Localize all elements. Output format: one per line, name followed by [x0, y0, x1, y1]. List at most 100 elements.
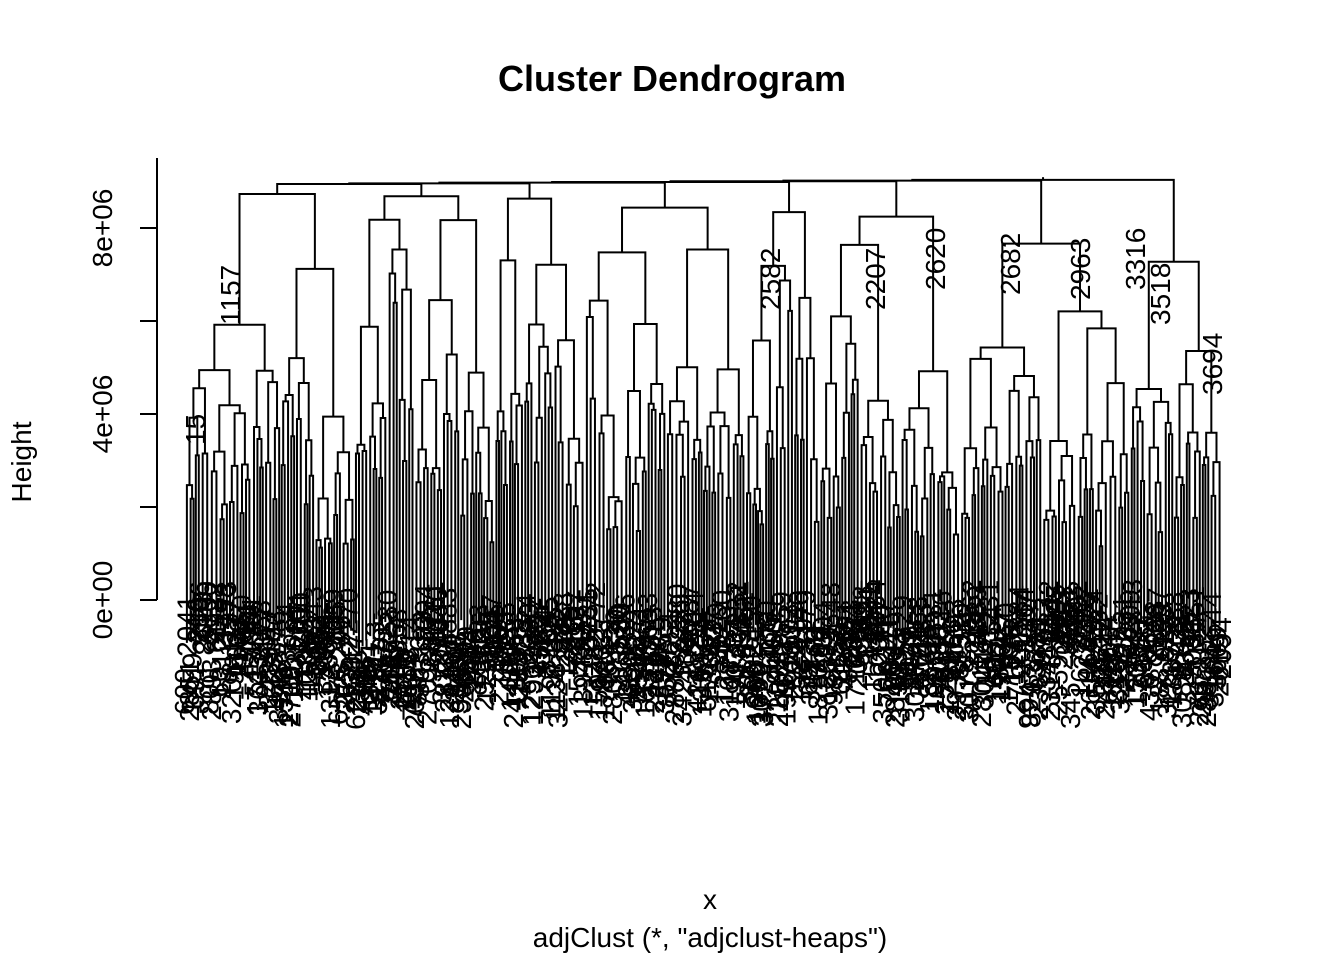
dendrogram-branch [1136, 420, 1144, 646]
y-tick-label: 8e+06 [87, 189, 118, 268]
leaf-label: 3272 [1087, 633, 1118, 695]
leaf-label: 1708 [590, 659, 621, 721]
leaf-label-visible: 15 [180, 414, 211, 445]
leaf-label: 921 [486, 636, 517, 683]
leaf-label: 2109 [223, 617, 254, 679]
leaf-label: 2269 [1112, 611, 1143, 673]
leaf-label: 1679 [892, 630, 923, 692]
dendrogram-branch [760, 264, 786, 341]
leaf-label: 3013 [954, 661, 985, 723]
leaf-label: 2062 [738, 644, 769, 706]
leaf-label: 2260 [1067, 608, 1098, 670]
leaf-label: 2479 [798, 628, 829, 690]
leaf-label: 829 [1015, 681, 1046, 728]
leaf-label: 657 [322, 678, 353, 725]
leaf-label: 2481 [570, 590, 601, 652]
leaf-label: 3476 [874, 612, 905, 674]
dendrogram-branch [464, 410, 474, 494]
leaf-label: 3529 [701, 602, 732, 664]
dendrogram-branch [702, 489, 708, 645]
leaf-label: 1732 [1161, 613, 1192, 675]
leaf-label: 2896 [184, 581, 215, 643]
leaf-label: 3161 [904, 637, 935, 699]
leaf-label: 3446 [733, 636, 764, 698]
leaf-label: 1214 [434, 666, 465, 728]
leaf-label: 3489 [1030, 629, 1061, 691]
leaf-label: 3296 [325, 615, 356, 677]
leaf-label: 774 [231, 604, 262, 651]
leaf-label: 1452 [728, 592, 759, 654]
dendrogram-branch [868, 482, 877, 626]
leaf-label: 2270 [332, 588, 363, 650]
y-tick-label: 4e+06 [87, 375, 118, 454]
leaf-label: 3118 [1194, 649, 1225, 709]
leaf-label: 2889 [659, 662, 690, 724]
dendrogram-branch [929, 473, 935, 637]
dendrogram-branch [691, 458, 697, 646]
leaf-label: 2922 [199, 582, 230, 644]
leaf-label: 1696 [379, 623, 410, 685]
leaf-label: 1161 [419, 581, 450, 641]
leaf-label: 1764 [976, 605, 1007, 667]
leaf-label: 1466 [1072, 637, 1103, 699]
leaf-label: 1138 [540, 663, 571, 723]
leaf-label: 612 [825, 648, 856, 695]
dendrogram-branch [350, 538, 355, 636]
leaf-label: 3527 [652, 645, 683, 707]
leaf-label: 2893 [196, 658, 227, 720]
leaf-label: 1510 [946, 603, 977, 665]
leaf-label: 2384 [1003, 585, 1034, 647]
leaf-label: 1776 [1070, 592, 1101, 654]
dendrogram-branch [557, 339, 575, 439]
dendrogram-branch [438, 181, 666, 208]
dendrogram-branch [1051, 515, 1057, 643]
dendrogram-branch [1060, 454, 1074, 506]
dendrogram-branch [538, 345, 549, 418]
leaf-label: 885 [350, 659, 381, 706]
leaf-label: 2813 [1045, 589, 1076, 651]
dendrogram-branch [253, 425, 261, 636]
leaf-label-visible: 1157 [215, 265, 246, 325]
leaf-label: 1851 [723, 580, 754, 642]
leaf-label: 3510 [280, 605, 311, 667]
leaf-label: 1090 [743, 662, 774, 724]
leaf-label: 2080 [921, 625, 952, 687]
leaf-label: 2342 [1033, 580, 1064, 642]
dendrogram-branch [324, 537, 332, 629]
dendrogram-branch [383, 195, 460, 221]
leaf-label: 2922 [778, 639, 809, 701]
dendrogram-branch [344, 498, 354, 544]
dendrogram-branch [484, 500, 493, 543]
leaf-label: 963 [882, 650, 913, 697]
dendrogram-branch [188, 416, 199, 486]
dendrogram-branch [470, 492, 475, 641]
leaf-label: 1157 [1181, 611, 1212, 671]
leaf-label: 2612 [1085, 616, 1116, 678]
leaf-label: 3473 [795, 643, 826, 705]
leaf-label: 3292 [832, 622, 863, 684]
leaf-label-visible: 3694 [1197, 333, 1228, 395]
leaf-label: 329 [887, 595, 918, 642]
leaf-label-visible: 3316 [1120, 228, 1151, 290]
leaf-label: 622 [340, 683, 371, 730]
dendrogram-branch [693, 438, 702, 460]
leaf-label: 2945 [468, 649, 499, 711]
leaf-label: 949 [424, 617, 455, 664]
leaf-label: 1061 [627, 604, 658, 666]
y-axis-label: Height [6, 421, 37, 503]
leaf-label: 2343 [298, 586, 329, 648]
leaf-label: 2938 [941, 659, 972, 721]
dendrogram-branch [747, 415, 759, 494]
leaf-label: 1304 [718, 617, 749, 679]
leaf-label: 154 [971, 640, 1002, 687]
leaf-label: 174 [241, 670, 272, 717]
dendrogram-branch [1008, 389, 1020, 464]
leaf-label: 1216 [998, 623, 1029, 685]
leaf-label: 1793 [939, 598, 970, 660]
leaf-label-visible: 3518 [1145, 263, 1176, 325]
leaf-label: 529 [780, 644, 811, 691]
dendrogram-branch [1175, 476, 1184, 518]
leaf-label: 3183 [1058, 585, 1089, 647]
leaf-label: 3027 [523, 598, 554, 660]
leaf-label: 800 [194, 668, 225, 715]
